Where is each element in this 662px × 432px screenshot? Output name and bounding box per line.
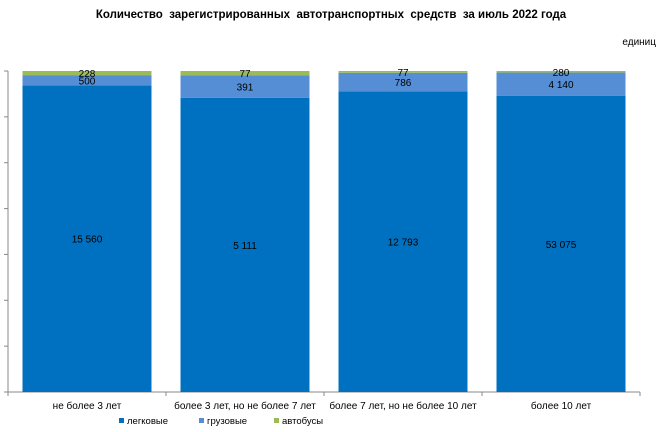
legend-label: легковые xyxy=(127,416,168,427)
category-label: не более 3 лет xyxy=(53,400,122,412)
legend-swatch xyxy=(274,418,279,423)
chart-title: Количество зарегистрированных автотрансп… xyxy=(95,9,567,21)
category-label: более 10 лет xyxy=(531,400,592,412)
bar-segment xyxy=(338,71,468,73)
bar-segment xyxy=(22,71,152,76)
bar-segment xyxy=(180,97,310,393)
bar-segment xyxy=(338,72,468,92)
bar-segment xyxy=(496,72,626,96)
category-label: более 7 лет, но не более 10 лет xyxy=(329,400,477,412)
data-label: 391 xyxy=(237,83,254,94)
bar-segment xyxy=(496,71,626,73)
bar-segment xyxy=(22,85,152,392)
data-label: 228 xyxy=(79,69,96,80)
data-label: 5 111 xyxy=(233,241,257,252)
data-label: 15 560 xyxy=(72,235,103,246)
data-label: 280 xyxy=(553,68,570,79)
bar-segment xyxy=(496,95,626,392)
unit-label: единиц xyxy=(622,37,656,48)
data-label: 77 xyxy=(397,68,409,79)
bar-segment xyxy=(180,71,310,76)
legend-label: грузовые xyxy=(207,416,247,427)
data-label: 12 793 xyxy=(388,238,419,249)
bar-segment xyxy=(180,75,310,98)
data-label: 77 xyxy=(239,69,251,80)
data-label: 4 140 xyxy=(548,80,573,91)
category-label: более 3 лет, но не более 7 лет xyxy=(174,400,316,412)
bar-segment xyxy=(22,75,152,86)
legend-swatch xyxy=(119,418,124,423)
data-label: 53 075 xyxy=(546,240,577,251)
data-label: 500 xyxy=(79,76,96,87)
bar-segment xyxy=(338,91,468,393)
legend-label: автобусы xyxy=(282,416,323,427)
legend-swatch xyxy=(199,418,204,423)
data-label: 786 xyxy=(395,78,412,89)
